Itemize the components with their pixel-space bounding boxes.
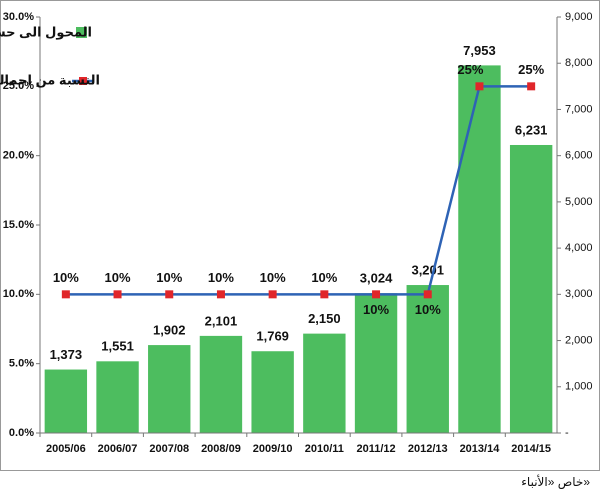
legend-swatch [76, 27, 87, 38]
x-tick-label: 2007/08 [149, 443, 189, 455]
line-value-label: 10% [105, 270, 131, 285]
bar [458, 65, 501, 434]
line-marker [475, 82, 484, 91]
y-tick-label: 5.0% [9, 358, 34, 370]
line-marker [61, 290, 70, 299]
bar-value-label: 6,231 [515, 122, 548, 137]
line-marker [165, 290, 174, 299]
line-value-label: 10% [415, 302, 441, 317]
bar-value-label: 1,769 [256, 329, 289, 344]
line-marker [527, 82, 536, 91]
bar [44, 369, 88, 433]
y-tick-label: 25.0% [3, 80, 34, 92]
bar-value-label: 1,551 [101, 339, 134, 354]
bar-value-label: 3,201 [411, 262, 444, 277]
legend-label: المحول الى حساب الاجيال القادمة (مليون د… [0, 24, 92, 39]
y-tick-label: 20.0% [3, 150, 34, 162]
source: خاص «الأنباء» [521, 474, 590, 490]
x-tick-label: 2005/06 [46, 443, 86, 455]
bar [96, 361, 139, 433]
y2-tick-label: 6,000 [565, 150, 593, 162]
bar [406, 285, 449, 433]
x-tick-label: 2008/09 [201, 443, 241, 455]
bar-value-label: 2,150 [308, 311, 341, 326]
bar [354, 293, 398, 433]
x-tick-label: 2009/10 [253, 443, 293, 455]
legend-marker [79, 77, 87, 85]
y2-tick-label: - [565, 427, 569, 439]
bar-value-label: 7,953 [463, 43, 496, 58]
y-tick-label: 15.0% [3, 219, 34, 231]
line-value-label: 10% [53, 270, 79, 285]
bar [199, 335, 243, 433]
line-value-label: 25% [457, 62, 483, 77]
y2-tick-label: 4,000 [565, 242, 593, 254]
y2-tick-label: 7,000 [565, 103, 593, 115]
bar-value-label: 3,024 [360, 271, 393, 286]
x-tick-label: 2006/07 [98, 443, 138, 455]
y2-tick-label: 5,000 [565, 196, 593, 208]
x-tick-label: 2011/12 [356, 443, 395, 455]
line [65, 85, 532, 296]
x-tick-label: 2014/15 [511, 443, 551, 455]
line-marker [268, 290, 277, 299]
line-value-label: 10% [363, 302, 389, 317]
line-value-label: 25% [518, 62, 544, 77]
line-value-label: 10% [311, 270, 337, 285]
y2-tick-label: 1,000 [565, 381, 593, 393]
y2-tick-label: 2,000 [565, 334, 593, 346]
line-value-label: 10% [260, 270, 286, 285]
bar-value-label: 2,101 [205, 313, 238, 328]
bar [148, 345, 191, 433]
x-tick-label: 2012/13 [408, 443, 448, 455]
y2-tick-label: 9,000 [565, 11, 593, 23]
legend-label: النسبة من اجمالي الايرادات [0, 72, 100, 87]
line-value-label: 10% [208, 270, 234, 285]
bar [251, 351, 294, 433]
x-tick-label: 2013/14 [460, 443, 501, 455]
x-tick-label: 2010/11 [305, 443, 344, 455]
y-tick-label: 10.0% [3, 288, 34, 300]
line-marker [423, 290, 432, 299]
bar-value-label: 1,373 [50, 347, 83, 362]
line-marker [216, 290, 225, 299]
line-marker [113, 290, 122, 299]
line-value-label: 10% [156, 270, 182, 285]
line-marker [320, 290, 329, 299]
bar [509, 144, 553, 434]
line-marker [372, 290, 381, 299]
bar [303, 333, 346, 433]
y2-tick-label: 8,000 [565, 57, 593, 69]
y2-tick-label: 3,000 [565, 288, 593, 300]
y-tick-label: 30.0% [3, 11, 34, 23]
bar-value-label: 1,902 [153, 323, 186, 338]
y-tick-label: 0.0% [9, 427, 34, 439]
frame [0, 0, 600, 471]
